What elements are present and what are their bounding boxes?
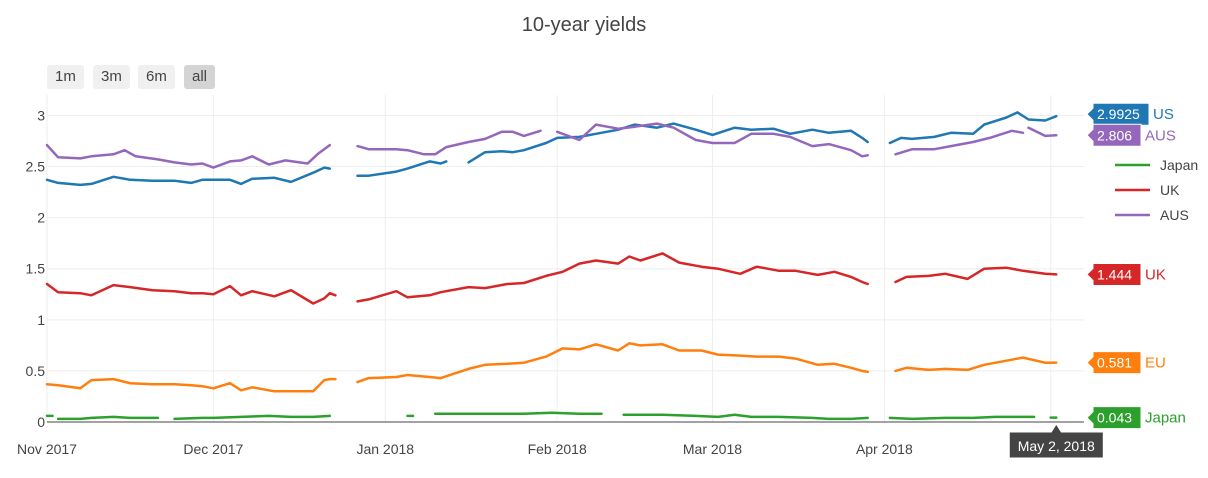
y-tick-label: 1: [37, 312, 45, 328]
x-tick-label: Feb 2018: [528, 441, 587, 457]
hover-label-box: [1086, 102, 1150, 126]
legend-item-aus[interactable]: AUS: [1115, 207, 1189, 223]
series-line-uk[interactable]: [45, 282, 337, 305]
hover-label-value: 1.444: [1097, 266, 1132, 282]
series-uk[interactable]: [45, 252, 1058, 305]
hover-label-value: 0.581: [1097, 355, 1132, 371]
y-tick-label: 0: [37, 414, 45, 430]
series-eu[interactable]: [45, 342, 1058, 393]
hover-label-aus: 2.806 AUS: [1086, 123, 1176, 147]
hover-label-value: 2.9925: [1097, 106, 1140, 122]
axes: 0 0.5 1 1.5 2 2.5 3 Nov 2017 Dec 2017 Jan 2018 Feb…: [17, 107, 1084, 457]
hover-labels: 2.9925 US 2.806 AUS 1.444 UK 0.581 EU 0.043 Japan…: [1008, 102, 1186, 459]
range-button-all[interactable]: all: [184, 65, 216, 89]
legend-label: AUS: [1160, 207, 1189, 223]
hover-x-box: [1008, 423, 1104, 459]
series-lines[interactable]: [45, 111, 1058, 421]
series-line-eu[interactable]: [356, 342, 869, 384]
hover-label-japan: 0.043 Japan: [1086, 406, 1186, 430]
series-line-japan[interactable]: [888, 415, 1036, 421]
y-tick-label: 0.5: [26, 363, 46, 379]
x-tick-label: Nov 2017: [17, 441, 77, 457]
hover-label-series: AUS: [1145, 127, 1176, 144]
hover-label-series: UK: [1145, 266, 1166, 283]
series-line-aus[interactable]: [555, 122, 869, 158]
series-line-us[interactable]: [45, 166, 332, 187]
hover-label-us: 2.9925 US: [1086, 102, 1174, 126]
chart-title: 10-year yields: [522, 14, 647, 36]
hover-label-eu: 0.581 EU: [1086, 351, 1166, 375]
x-tick-label: Dec 2017: [183, 441, 243, 457]
hover-x-label: May 2, 2018: [1008, 423, 1104, 459]
series-line-aus[interactable]: [45, 143, 332, 169]
series-us[interactable]: [45, 111, 1058, 187]
grid-lines: [46, 95, 1084, 422]
series-line-aus[interactable]: [356, 129, 542, 156]
series-japan[interactable]: [45, 411, 1058, 421]
hover-label-series: US: [1153, 106, 1174, 123]
series-line-us[interactable]: [356, 160, 448, 177]
hover-label-box: [1086, 351, 1142, 375]
series-line-uk[interactable]: [356, 252, 869, 303]
x-tick-label: Jan 2018: [356, 441, 414, 457]
hover-label-value: 0.043: [1097, 410, 1132, 426]
hover-label-box: [1086, 262, 1142, 286]
hover-label-value: 2.806: [1097, 127, 1132, 143]
range-button-1m[interactable]: 1m: [47, 65, 84, 89]
legend-item-uk[interactable]: UK: [1115, 182, 1180, 198]
x-tick-label: Apr 2018: [856, 441, 913, 457]
hover-label-box: [1086, 123, 1142, 147]
series-line-japan[interactable]: [173, 414, 332, 421]
series-line-aus[interactable]: [1027, 126, 1058, 138]
hover-label-series: Japan: [1145, 410, 1186, 427]
y-tick-label: 2: [37, 210, 45, 226]
hover-x-text: May 2, 2018: [1018, 438, 1095, 454]
series-line-eu[interactable]: [894, 356, 1058, 373]
range-button-6m[interactable]: 6m: [138, 65, 175, 89]
series-line-us[interactable]: [888, 111, 1058, 145]
series-aus[interactable]: [45, 122, 1058, 169]
series-line-eu[interactable]: [45, 377, 337, 393]
series-line-aus[interactable]: [894, 129, 1025, 156]
y-tick-label: 1.5: [26, 261, 46, 277]
y-tick-label: 3: [37, 107, 45, 123]
legend-item-japan[interactable]: Japan: [1115, 157, 1198, 173]
legend[interactable]: Japan UK AUS: [1115, 157, 1198, 223]
hover-label-uk: 1.444 UK: [1086, 262, 1166, 286]
series-line-japan[interactable]: [56, 415, 160, 421]
legend-label: UK: [1160, 182, 1180, 198]
series-line-japan[interactable]: [622, 413, 869, 421]
hover-label-series: EU: [1145, 355, 1166, 372]
range-button-3m[interactable]: 3m: [93, 65, 130, 89]
y-tick-label: 2.5: [26, 159, 46, 175]
series-line-japan[interactable]: [433, 411, 603, 416]
legend-label: Japan: [1160, 157, 1198, 173]
series-line-uk[interactable]: [894, 266, 1058, 284]
hover-label-box: [1086, 406, 1142, 430]
x-tick-label: Mar 2018: [683, 441, 742, 457]
